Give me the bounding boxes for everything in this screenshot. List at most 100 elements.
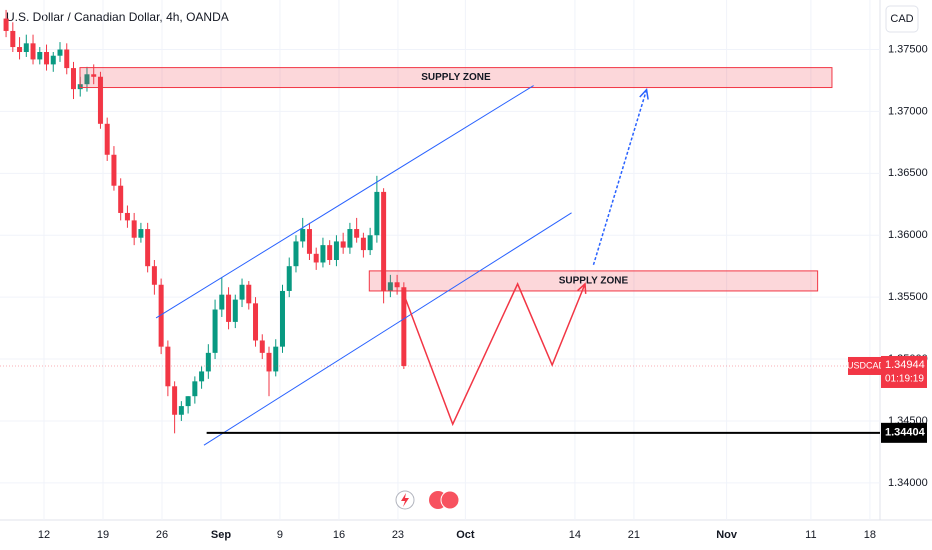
candle-body bbox=[354, 229, 360, 238]
candle-body bbox=[253, 303, 259, 341]
candle-body bbox=[226, 294, 232, 322]
x-tick-label: 23 bbox=[392, 529, 404, 541]
candle-body bbox=[374, 191, 380, 236]
x-tick-label: 14 bbox=[569, 529, 581, 541]
candle-body bbox=[118, 185, 124, 213]
candle-body bbox=[172, 386, 178, 415]
candle-body bbox=[199, 371, 205, 382]
candle-body bbox=[64, 49, 70, 69]
candle-body bbox=[381, 191, 387, 291]
candle-body bbox=[246, 284, 252, 304]
icon-bolt bbox=[401, 493, 409, 507]
candle-body bbox=[104, 123, 110, 155]
icon[interactable] bbox=[440, 490, 460, 510]
candle-body bbox=[239, 284, 245, 300]
support-label-bg bbox=[881, 422, 927, 443]
candle-body bbox=[394, 282, 400, 288]
currency-label: CAD bbox=[890, 13, 913, 25]
x-tick-label: 19 bbox=[97, 529, 109, 541]
candle-body bbox=[97, 76, 103, 124]
candle-body bbox=[17, 47, 23, 52]
arrow-head bbox=[577, 282, 587, 294]
projection-path bbox=[404, 282, 586, 427]
x-tick-label: 21 bbox=[628, 529, 640, 541]
candle-body bbox=[3, 18, 9, 31]
candle-body bbox=[232, 299, 238, 322]
candle-body bbox=[320, 245, 326, 263]
x-tick-label: 9 bbox=[277, 529, 283, 541]
supply-zone bbox=[79, 67, 833, 89]
candle-body bbox=[165, 346, 171, 387]
candle-body bbox=[30, 43, 36, 60]
zone-label: SUPPLY ZONE bbox=[421, 72, 491, 83]
candle-body bbox=[306, 229, 312, 254]
candle-body bbox=[70, 68, 76, 90]
candle-body bbox=[124, 212, 130, 221]
x-tick-label: 12 bbox=[38, 529, 50, 541]
candle-body bbox=[10, 30, 16, 48]
candle-body bbox=[279, 290, 285, 347]
candle-body bbox=[340, 241, 346, 248]
countdown-label: 01:19:19 bbox=[885, 374, 924, 385]
candle-body bbox=[50, 55, 56, 65]
price-label: 1.34944 bbox=[885, 359, 925, 371]
target-arrow bbox=[592, 89, 648, 266]
event-icons bbox=[395, 490, 460, 510]
x-tick-label: Sep bbox=[211, 529, 231, 541]
candle-body bbox=[178, 406, 184, 415]
candle-body bbox=[212, 309, 218, 353]
candle-body bbox=[138, 229, 144, 238]
support-label: 1.34404 bbox=[885, 427, 926, 439]
candle-body bbox=[293, 241, 299, 267]
y-tick-label: 1.36000 bbox=[888, 229, 928, 241]
candle-body bbox=[333, 241, 339, 260]
x-tick-label: Oct bbox=[456, 529, 475, 541]
candle-body bbox=[192, 381, 198, 397]
candle-body bbox=[387, 282, 393, 291]
symbol-label: USDCAD bbox=[847, 360, 886, 370]
candle-body bbox=[259, 340, 265, 353]
candle-body bbox=[91, 74, 97, 77]
x-tick-label: 11 bbox=[805, 529, 816, 541]
candle-body bbox=[327, 245, 333, 260]
candle-body bbox=[219, 294, 225, 310]
x-tick-label: Nov bbox=[716, 529, 738, 541]
currency-button[interactable] bbox=[885, 5, 919, 33]
candle-body bbox=[205, 352, 211, 372]
y-tick-label: 1.35500 bbox=[888, 291, 928, 303]
x-tick-label: 18 bbox=[864, 529, 876, 541]
candle-body bbox=[185, 396, 191, 407]
candle-body bbox=[266, 352, 272, 372]
candle-body bbox=[111, 154, 117, 186]
candle-body bbox=[300, 229, 306, 242]
candle-body bbox=[273, 346, 279, 372]
channel-line bbox=[203, 212, 572, 446]
y-tick-label: 1.36500 bbox=[888, 167, 928, 179]
candle-body bbox=[145, 229, 151, 267]
arrow-head bbox=[639, 87, 649, 100]
x-tick-label: 26 bbox=[156, 529, 168, 541]
y-tick-label: 1.37500 bbox=[888, 43, 928, 55]
y-tick-label: 1.34000 bbox=[888, 477, 928, 489]
channel-line bbox=[155, 85, 534, 319]
candle-body bbox=[347, 229, 353, 248]
x-tick-label: 16 bbox=[333, 529, 345, 541]
candle-body bbox=[23, 43, 29, 52]
candle-body bbox=[286, 266, 292, 291]
candle-body bbox=[360, 237, 366, 251]
symbol-label-bg bbox=[848, 356, 884, 375]
candle-body bbox=[37, 52, 43, 60]
y-tick-label: 1.37000 bbox=[888, 105, 928, 117]
candle-body bbox=[158, 284, 164, 347]
price-label-bg bbox=[881, 355, 927, 388]
supply-zone bbox=[368, 270, 819, 292]
candle-body bbox=[367, 235, 373, 251]
zone-label: SUPPLY ZONE bbox=[559, 276, 629, 287]
candle-body bbox=[131, 220, 137, 238]
candle-body bbox=[57, 49, 63, 56]
candle-body bbox=[401, 287, 407, 366]
candle-body bbox=[151, 266, 157, 285]
candle-body bbox=[44, 52, 50, 65]
candle-body bbox=[84, 74, 90, 85]
